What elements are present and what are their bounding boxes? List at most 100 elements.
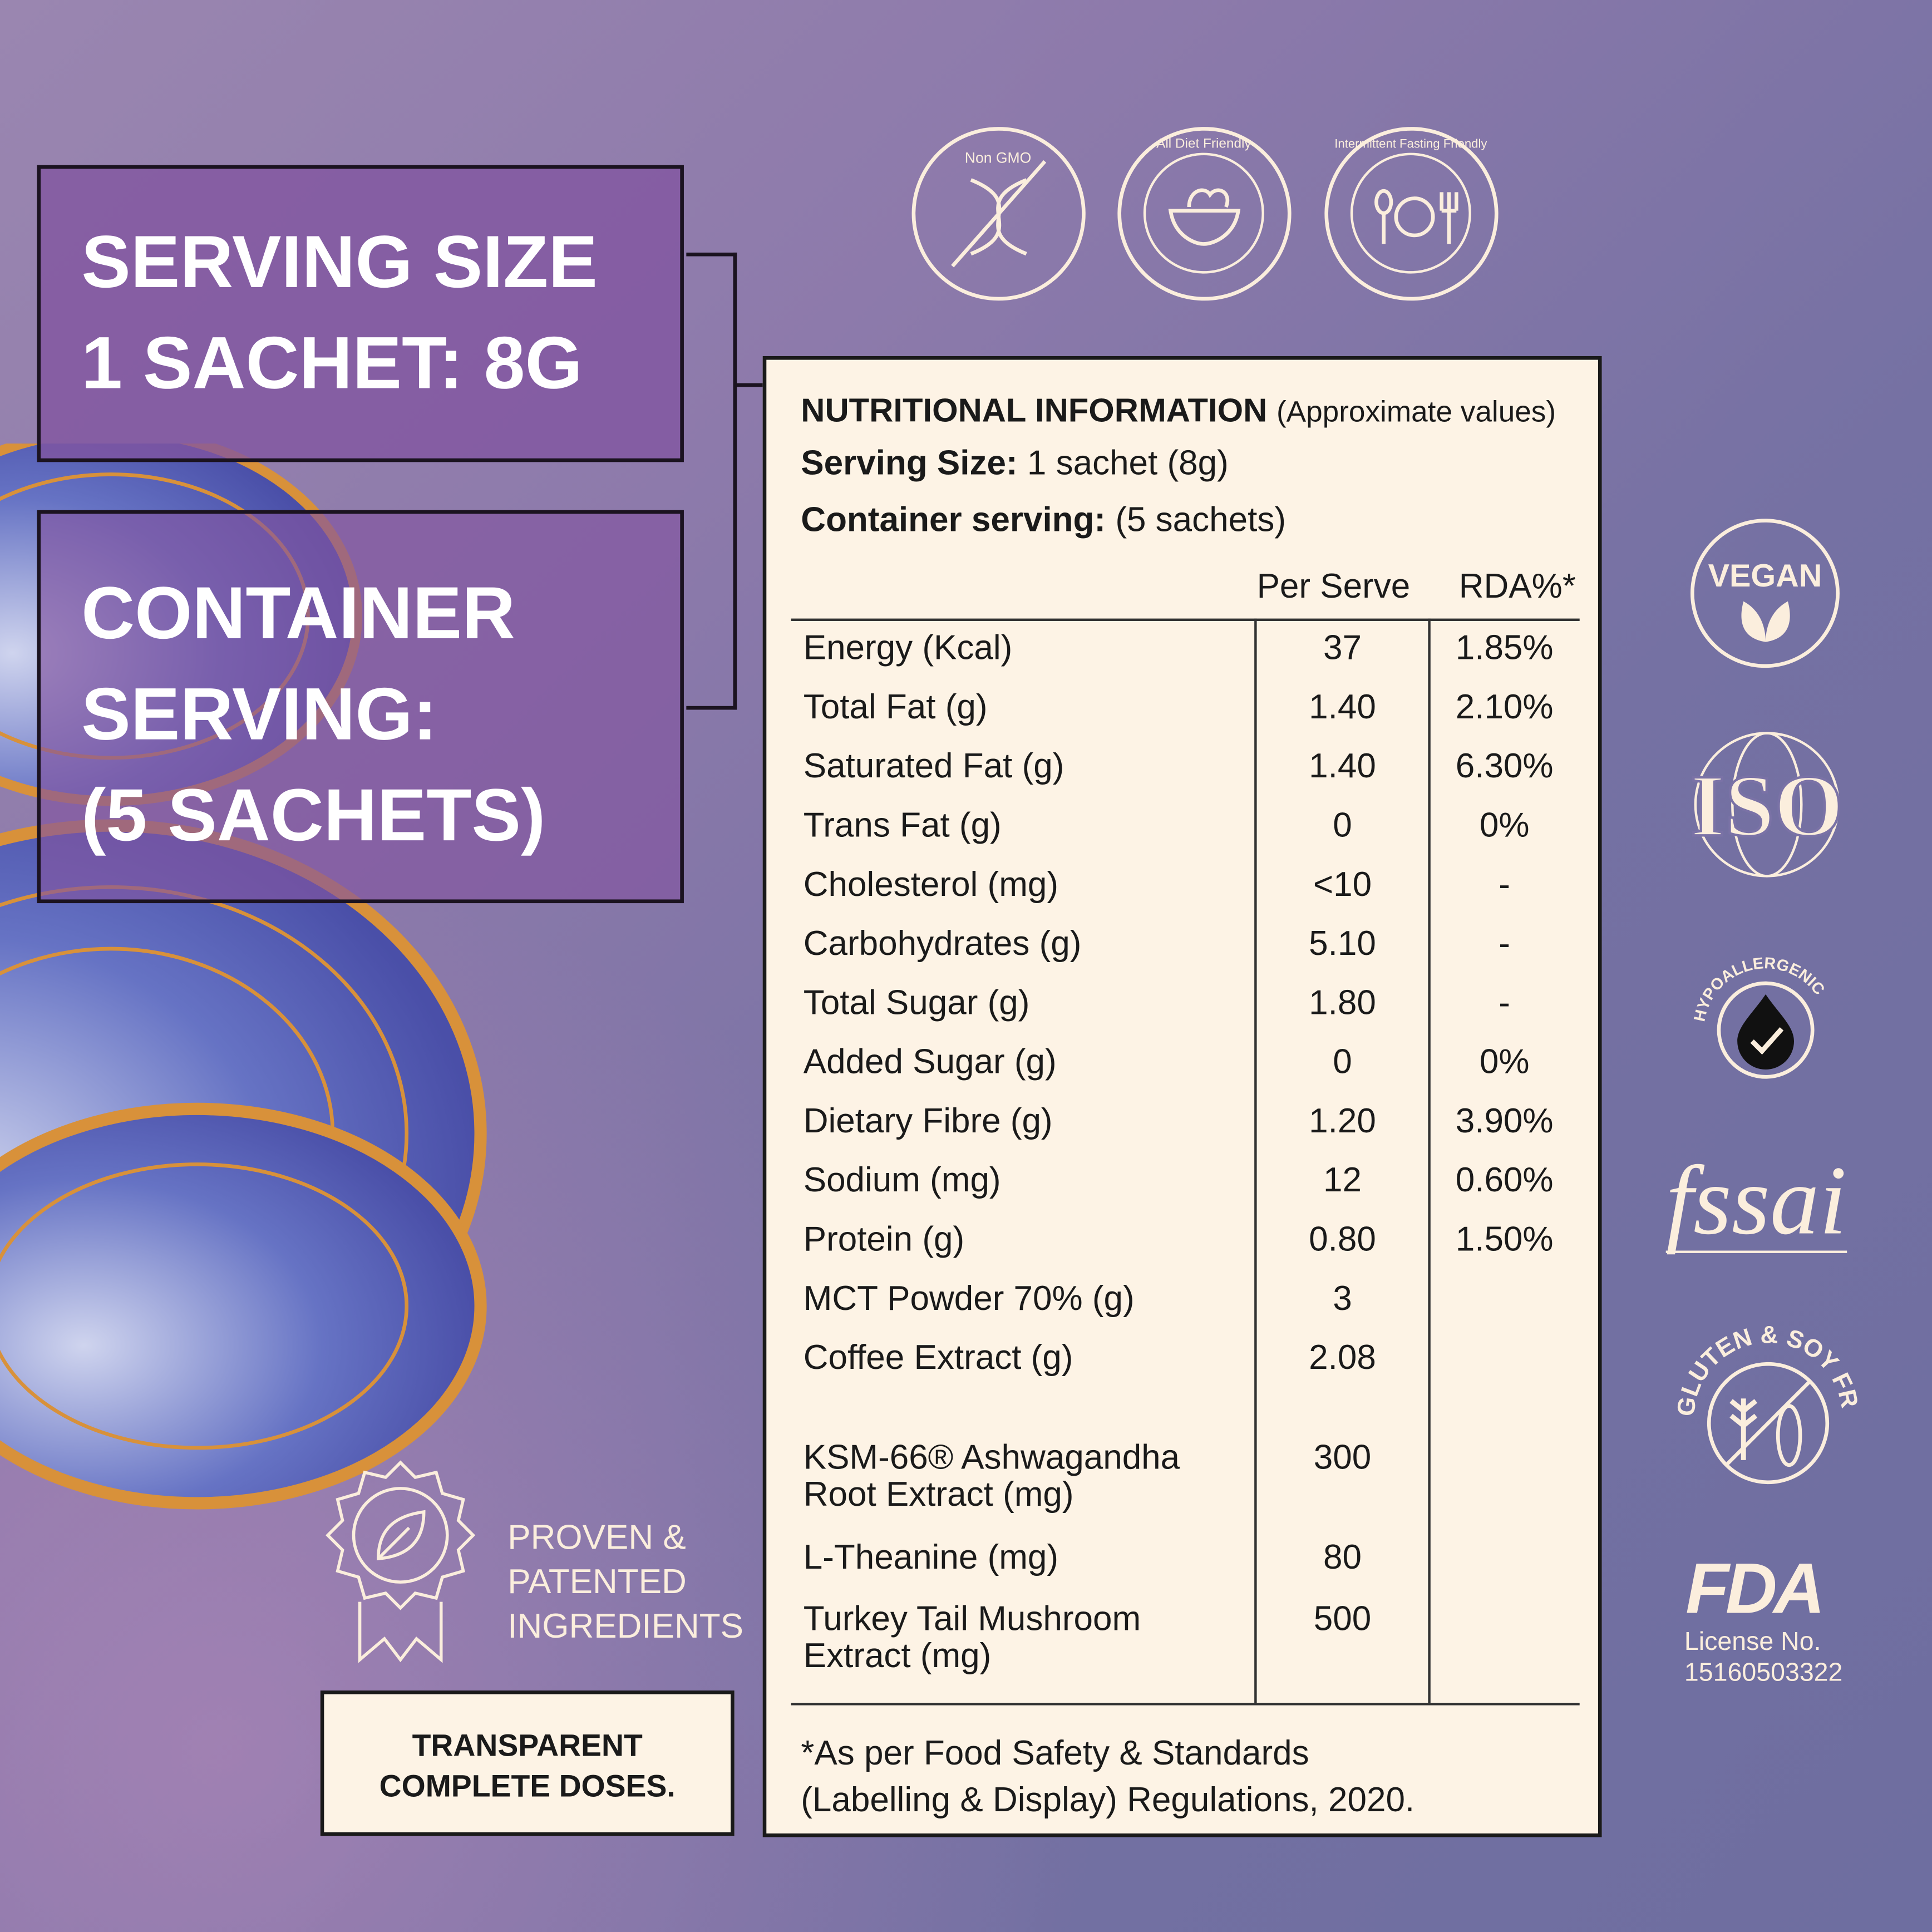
footnote-line: (Labelling & Display) Regulations, 2020.	[801, 1780, 1415, 1819]
per-serve-value: 37	[1323, 628, 1362, 667]
award-leaf-icon	[326, 1460, 476, 1663]
nutrient-name: KSM-66® Ashwagandha Root Extract (mg)	[803, 1438, 1180, 1514]
column-header-per-serve: Per Serve	[1256, 566, 1411, 605]
per-serve-value: 5.10	[1309, 924, 1376, 963]
fasting-text: Intermittent Fasting Friendly	[1334, 137, 1487, 151]
vegan-badge: VEGAN	[1690, 519, 1840, 668]
table-row: L-Theanine (mg) 80	[791, 1530, 1580, 1592]
hypoallergenic-icon: HYPOALLERGENIC	[1690, 955, 1828, 1079]
footer-divider	[791, 1703, 1580, 1705]
transparent-line: COMPLETE DOSES.	[379, 1769, 676, 1804]
container-serving-box: CONTAINER SERVING: (5 SACHETS)	[37, 510, 684, 904]
per-serve-value: 3	[1333, 1279, 1352, 1318]
per-serve-value: 2.08	[1309, 1338, 1376, 1377]
table-row: MCT Powder 70% (g) 3	[791, 1271, 1580, 1330]
per-serve-value: 0	[1333, 1042, 1352, 1081]
column-divider	[1254, 618, 1256, 1703]
per-serve-value: 1.80	[1309, 983, 1376, 1022]
table-row: Dietary Fibre (g) 1.20 3.90%	[791, 1094, 1580, 1153]
nutrient-name: Dietary Fibre (g)	[803, 1101, 1053, 1140]
fssai-logo: fssai	[1665, 1147, 1847, 1256]
bracket-line	[686, 252, 737, 710]
non-gmo-text: Non GMO	[965, 149, 1032, 166]
per-serve-value: 1.20	[1309, 1101, 1376, 1140]
nutrient-name: L-Theanine (mg)	[803, 1537, 1059, 1576]
rda-value	[1430, 1280, 1580, 1331]
all-diet-friendly-badge: All Diet Friendly	[1117, 127, 1292, 301]
per-serve-value: 0.80	[1309, 1220, 1376, 1258]
nutrient-name: Total Sugar (g)	[803, 983, 1030, 1022]
nutrient-name: Protein (g)	[803, 1220, 965, 1258]
nutrient-name: Energy (Kcal)	[803, 628, 1013, 667]
table-row: Turkey Tail Mushroom Extract (mg) 500	[791, 1592, 1580, 1675]
gluten-soy-free-text: GLUTEN & SOY FREE	[1675, 1324, 1860, 1417]
nutrition-title: NUTRITIONAL INFORMATION	[801, 392, 1268, 429]
nutrition-table: Energy (Kcal) 37 1.85% Total Fat (g) 1.40 2.1…	[791, 621, 1580, 1675]
dna-crossed-icon: Non GMO	[951, 149, 1047, 268]
rda-value: 3.90%	[1455, 1101, 1554, 1140]
nutrient-name: Coffee Extract (g)	[803, 1338, 1073, 1377]
table-row: Saturated Fat (g) 1.40 6.30%	[791, 740, 1580, 799]
serving-label: Serving Size:	[801, 443, 1018, 482]
table-row: Total Sugar (g) 1.80 -	[791, 976, 1580, 1035]
svg-text:GLUTEN & SOY FREE: GLUTEN & SOY FREE	[1675, 1324, 1860, 1417]
rda-value	[1430, 1439, 1580, 1530]
per-serve-value: 0	[1333, 806, 1352, 844]
table-row: Sodium (mg) 12 0.60%	[791, 1154, 1580, 1213]
nutrient-name: Turkey Tail Mushroom Extract (mg)	[803, 1599, 1141, 1675]
per-serve-value: 1.40	[1309, 687, 1376, 726]
container-label: Container serving:	[801, 500, 1106, 539]
column-divider	[1428, 618, 1430, 1703]
nutrient-name: Sodium (mg)	[803, 1160, 1001, 1199]
footnote: *As per Food Safety & Standards (Labelli…	[801, 1730, 1414, 1823]
vegan-text: VEGAN	[1708, 556, 1822, 594]
container-value-text: (5 sachets)	[1115, 500, 1286, 539]
serving-size-line: Serving Size: 1 sachet (8g)	[801, 443, 1228, 483]
proven-line: INGREDIENTS	[507, 1606, 744, 1645]
per-serve-value: 300	[1313, 1438, 1372, 1476]
iso-text: ISO	[1690, 757, 1844, 855]
rda-value: 0%	[1479, 1042, 1530, 1081]
rda-value: -	[1499, 865, 1510, 904]
rda-value: 2.10%	[1455, 687, 1554, 726]
nutrition-title-note: (Approximate values)	[1276, 395, 1556, 429]
column-header-rda: RDA%*	[1458, 566, 1576, 605]
nutrient-name: Cholesterol (mg)	[803, 865, 1058, 904]
container-value: (5 SACHETS)	[81, 773, 546, 856]
non-gmo-badge: Non GMO	[911, 127, 1086, 301]
nutrient-name: Carbohydrates (g)	[803, 924, 1082, 963]
proven-line: PATENTED	[507, 1562, 687, 1601]
header-divider	[791, 618, 1580, 620]
leaf-icon	[1741, 601, 1790, 642]
rda-value	[1430, 1339, 1580, 1431]
rda-value: 0%	[1479, 806, 1530, 844]
per-serve-value: <10	[1313, 865, 1372, 904]
table-row: Total Fat (g) 1.40 2.10%	[791, 680, 1580, 739]
rda-value: -	[1499, 924, 1510, 963]
proven-line: PROVEN &	[507, 1518, 686, 1556]
nutrient-name: Added Sugar (g)	[803, 1042, 1057, 1081]
serving-value: 1 sachet (8g)	[1027, 443, 1229, 482]
license-label: License No.	[1684, 1628, 1821, 1657]
iso-globe-icon: ISO	[1689, 732, 1845, 878]
container-serving-line: Container serving: (5 sachets)	[801, 500, 1286, 540]
nutrient-name: Total Fat (g)	[803, 687, 988, 726]
serving-size-value: 1 SACHET: 8G	[81, 321, 583, 405]
per-serve-value: 12	[1323, 1160, 1362, 1199]
table-row: Protein (g) 0.80 1.50%	[791, 1213, 1580, 1271]
container-heading: CONTAINER	[81, 571, 516, 654]
table-row: Added Sugar (g) 0 0%	[791, 1035, 1580, 1094]
rda-value: 6.30%	[1455, 746, 1554, 785]
table-row: Cholesterol (mg) <10 -	[791, 857, 1580, 916]
transparent-doses-box: TRANSPARENT COMPLETE DOSES.	[320, 1690, 735, 1836]
rda-value: 1.85%	[1455, 628, 1554, 667]
rda-value	[1430, 1539, 1580, 1592]
per-serve-value: 500	[1313, 1599, 1372, 1638]
nutrient-name: Trans Fat (g)	[803, 806, 1002, 844]
table-row: KSM-66® Ashwagandha Root Extract (mg) 300	[791, 1431, 1580, 1530]
footnote-line: *As per Food Safety & Standards	[801, 1733, 1309, 1772]
table-row: Trans Fat (g) 0 0%	[791, 799, 1580, 857]
table-row: Carbohydrates (g) 5.10 -	[791, 916, 1580, 975]
proven-patented-text: PROVEN & PATENTED INGREDIENTS	[507, 1516, 743, 1649]
nutrient-name: Saturated Fat (g)	[803, 746, 1064, 785]
